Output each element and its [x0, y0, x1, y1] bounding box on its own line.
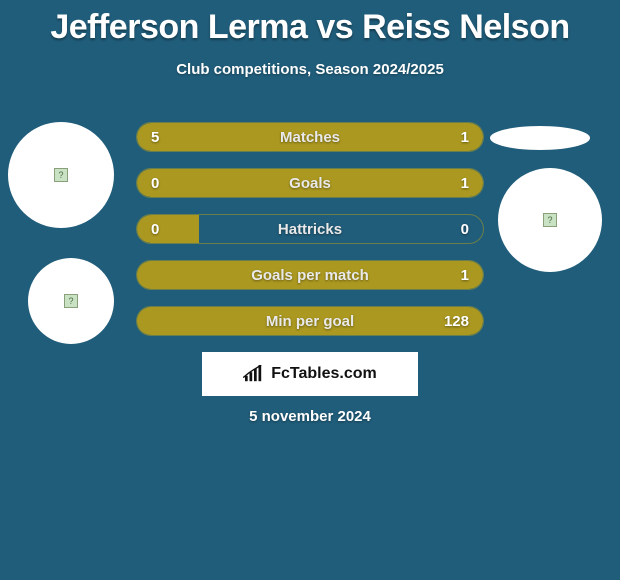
- image-placeholder-icon: ?: [64, 294, 78, 308]
- player-photo-left-2: ?: [28, 258, 114, 344]
- image-placeholder-icon: ?: [54, 168, 68, 182]
- branding-text: FcTables.com: [271, 365, 377, 383]
- player-photo-right-1: ?: [498, 168, 602, 272]
- stat-label: Goals: [137, 169, 483, 198]
- stat-value-right: 0: [461, 215, 469, 244]
- stat-label: Min per goal: [137, 307, 483, 336]
- generation-date: 5 november 2024: [0, 408, 620, 425]
- stat-value-right: 1: [461, 261, 469, 290]
- stat-row: Min per goal 128: [136, 306, 484, 336]
- decor-ellipse: [490, 126, 590, 150]
- stat-row: 0 Hattricks 0: [136, 214, 484, 244]
- stat-row: 5 Matches 1: [136, 122, 484, 152]
- bar-chart-icon: [243, 365, 265, 383]
- stat-row: Goals per match 1: [136, 260, 484, 290]
- stat-label: Goals per match: [137, 261, 483, 290]
- stats-panel: 5 Matches 1 0 Goals 1 0 Hattricks 0 Goal…: [136, 122, 484, 352]
- page-title: Jefferson Lerma vs Reiss Nelson: [0, 0, 620, 47]
- stat-value-right: 1: [461, 123, 469, 152]
- page-subtitle: Club competitions, Season 2024/2025: [0, 61, 620, 78]
- stat-row: 0 Goals 1: [136, 168, 484, 198]
- player-photo-left-1: ?: [8, 122, 114, 228]
- stat-label: Hattricks: [137, 215, 483, 244]
- image-placeholder-icon: ?: [543, 213, 557, 227]
- stat-label: Matches: [137, 123, 483, 152]
- stat-value-right: 1: [461, 169, 469, 198]
- branding-badge: FcTables.com: [202, 352, 418, 396]
- stat-value-right: 128: [444, 307, 469, 336]
